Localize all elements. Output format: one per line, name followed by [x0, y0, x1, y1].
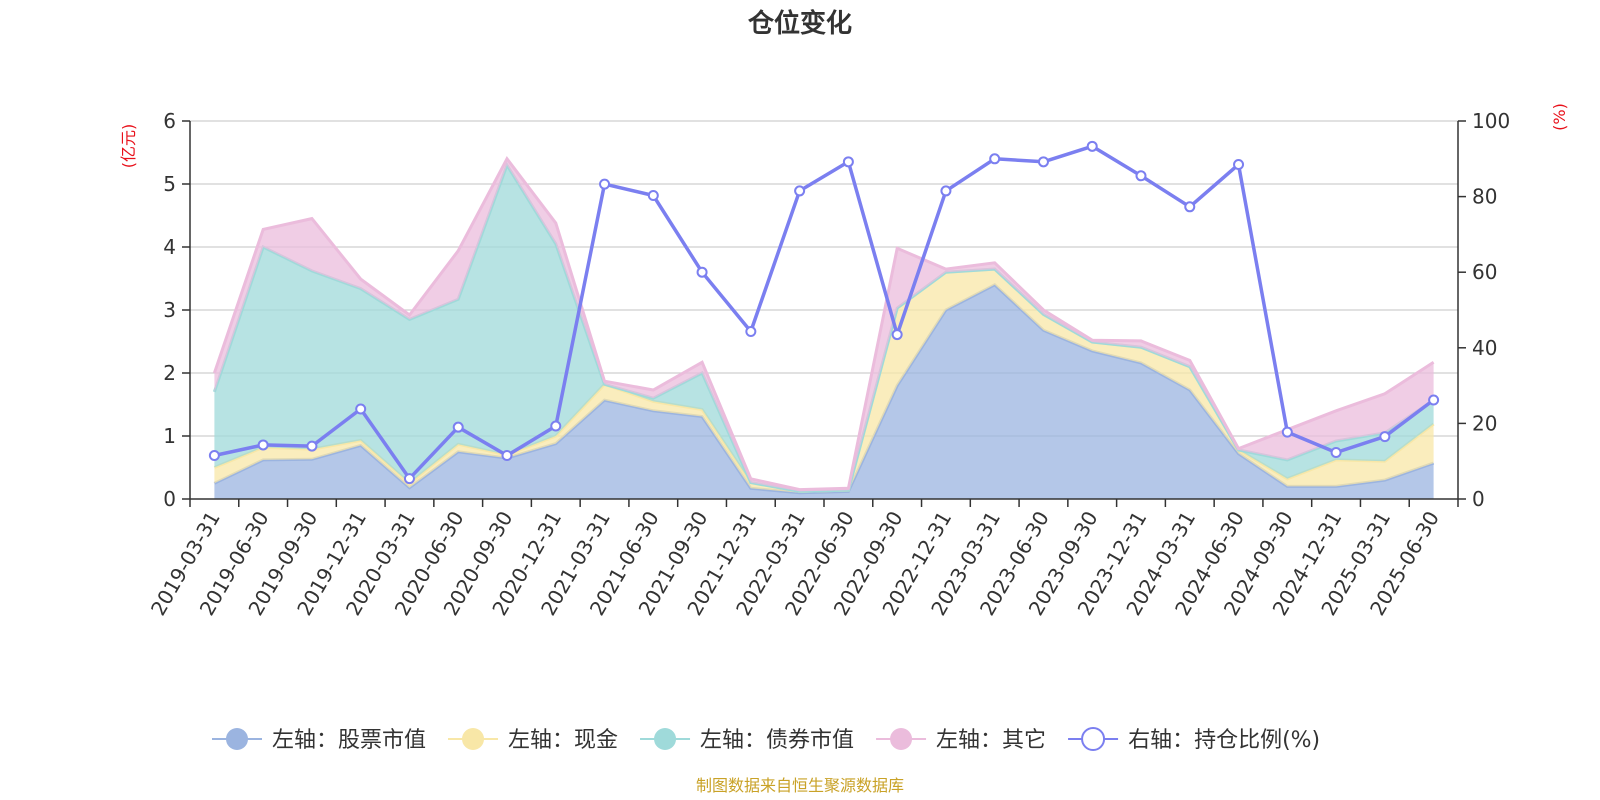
ratio-point[interactable] — [1037, 156, 1049, 168]
ratio-point[interactable] — [208, 450, 220, 462]
ratio-point[interactable] — [355, 403, 367, 415]
legend-marker — [1081, 727, 1106, 751]
right-axis-tick-label: 0 — [1472, 487, 1485, 511]
left-axis-tick-label: 0 — [163, 487, 176, 511]
ratio-point[interactable] — [745, 326, 757, 338]
ratio-point[interactable] — [647, 189, 659, 201]
chart-title: 仓位变化 — [747, 8, 852, 39]
source-note: 制图数据来自恒生聚源数据库 — [696, 776, 904, 795]
ratio-point[interactable] — [550, 420, 562, 432]
ratio-point[interactable] — [452, 421, 464, 433]
right-axis-unit: (%) — [1550, 103, 1569, 131]
area-edge-line — [212, 156, 1435, 492]
right-axis-tick-label: 100 — [1472, 109, 1510, 133]
legend-label: 左轴：现金 — [508, 728, 618, 753]
ratio-point[interactable] — [989, 153, 1001, 165]
ratio-point[interactable] — [1281, 426, 1293, 438]
left-axis-tick-label: 5 — [163, 172, 176, 196]
ratio-point[interactable] — [1379, 431, 1391, 443]
right-axis-tick-label: 80 — [1472, 185, 1497, 209]
legend-label: 左轴：债券市值 — [700, 728, 854, 753]
left-axis-tick-label: 2 — [163, 361, 176, 385]
ratio-point[interactable] — [891, 329, 903, 341]
ratio-point[interactable] — [1086, 140, 1098, 152]
ratio-point[interactable] — [257, 439, 269, 451]
legend-marker — [654, 728, 677, 750]
area-fill — [214, 165, 1434, 492]
ratio-point[interactable] — [306, 440, 318, 452]
line-series — [208, 140, 1440, 485]
ratio-point[interactable] — [501, 450, 513, 462]
left-axis-tick-label: 1 — [163, 424, 176, 448]
legend-marker — [226, 728, 248, 750]
legend-label: 右轴：持仓比例(%) — [1128, 728, 1320, 753]
left-axis-tick-label: 4 — [163, 235, 176, 259]
ratio-point[interactable] — [842, 156, 854, 168]
legend-label: 左轴：股票市值 — [272, 728, 426, 753]
left-axis-tick-label: 6 — [163, 109, 176, 133]
ratio-point[interactable] — [599, 178, 611, 190]
area-series — [212, 156, 1435, 499]
legend: 左轴：股票市值 左轴：现金 左轴：债券市值 左轴：其它 右轴：持仓比例(%) — [212, 727, 1320, 753]
ratio-point[interactable] — [940, 185, 952, 197]
area-fill — [214, 284, 1434, 499]
ratio-point[interactable] — [1428, 394, 1440, 406]
ratio-point[interactable] — [1135, 170, 1147, 182]
ratio-point[interactable] — [1330, 447, 1342, 459]
ratio-point[interactable] — [696, 266, 708, 278]
ratio-line — [214, 144, 1435, 481]
legend-marker — [462, 728, 485, 750]
right-axis-tick-label: 20 — [1472, 411, 1497, 435]
right-axis-tick-label: 60 — [1472, 260, 1497, 284]
legend-label: 左轴：其它 — [936, 728, 1046, 753]
left-axis-tick-label: 3 — [163, 298, 176, 322]
right-axis-tick-label: 40 — [1472, 336, 1497, 360]
legend-marker — [890, 728, 913, 750]
ratio-point[interactable] — [794, 185, 806, 197]
ratio-point[interactable] — [403, 473, 415, 485]
ratio-point[interactable] — [1184, 201, 1196, 213]
ratio-point[interactable] — [1233, 158, 1245, 170]
left-axis-unit: (亿元) — [119, 124, 138, 169]
